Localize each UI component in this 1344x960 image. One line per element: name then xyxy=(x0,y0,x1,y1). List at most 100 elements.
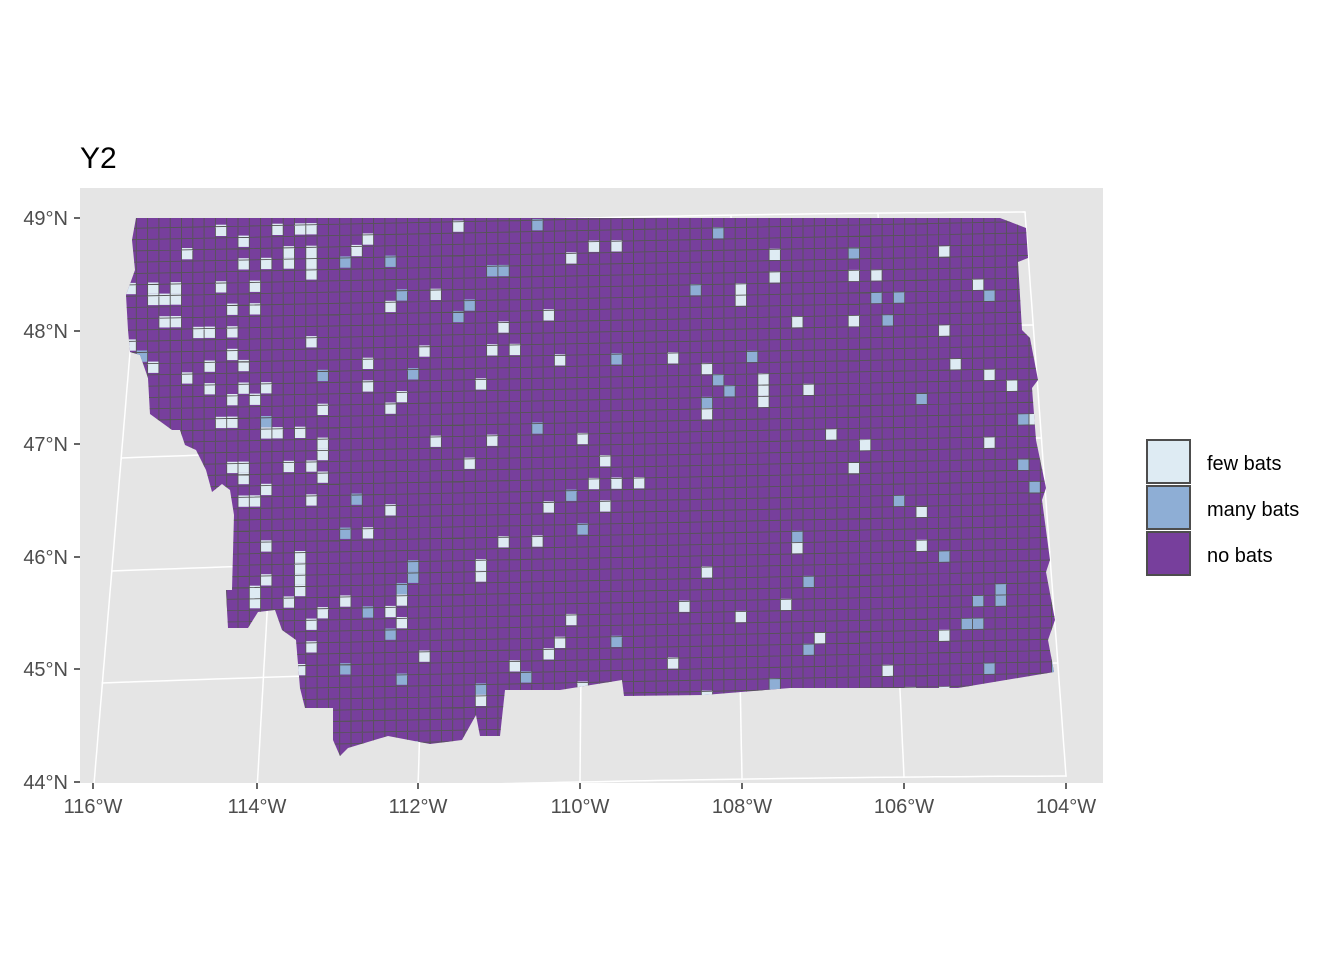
x-tick-label: 108°W xyxy=(712,796,772,818)
legend: few bats many bats no bats xyxy=(1146,439,1299,576)
y-tick-label: 46°N xyxy=(23,547,68,569)
grid-cell xyxy=(690,284,702,296)
grid-cell xyxy=(475,694,487,706)
grid-cell xyxy=(983,436,996,449)
grid-cell xyxy=(531,535,544,547)
grid-cell xyxy=(757,373,770,385)
grid-cell xyxy=(972,278,984,291)
grid-cell xyxy=(317,403,329,415)
grid-cell xyxy=(238,359,250,372)
grid-cell xyxy=(633,477,645,489)
grid-cell xyxy=(136,350,148,362)
grid-cell xyxy=(305,223,318,235)
grid-cell xyxy=(362,233,374,245)
grid-cell xyxy=(983,290,996,302)
grid-cell xyxy=(249,495,261,507)
grid-cell xyxy=(430,288,442,300)
grid-cell xyxy=(825,428,837,440)
grid-cell xyxy=(848,462,860,474)
grid-cell xyxy=(701,396,713,409)
legend-key-many-bats xyxy=(1146,485,1191,530)
grid-cell xyxy=(848,315,860,327)
legend-label-no-bats: no bats xyxy=(1207,545,1273,567)
grid-cell xyxy=(746,350,758,363)
cell-grid xyxy=(126,218,1055,756)
grid-cell xyxy=(599,500,611,512)
grid-cell xyxy=(384,255,397,267)
grid-cell xyxy=(430,435,442,447)
grid-cell xyxy=(464,299,476,311)
grid-cell xyxy=(870,269,883,281)
grid-cell xyxy=(588,477,600,490)
grid-cell xyxy=(757,384,770,396)
grid-cell xyxy=(757,395,770,408)
grid-cell xyxy=(294,664,306,676)
grid-cell xyxy=(317,369,329,382)
grid-cell xyxy=(396,673,408,685)
grid-cell xyxy=(226,416,238,428)
grid-cell xyxy=(407,368,419,380)
grid-cell xyxy=(238,495,250,507)
grid-cell xyxy=(215,416,227,429)
grid-lines xyxy=(126,218,1055,756)
grid-cell xyxy=(769,248,781,260)
grid-cell xyxy=(769,271,781,283)
grid-cell xyxy=(147,361,159,373)
grid-cell xyxy=(475,559,487,571)
grid-cell xyxy=(260,483,272,496)
grid-cell xyxy=(170,293,182,305)
grid-cell xyxy=(158,316,171,328)
axes: 116°W 114°W 112°W 110°W 108°W 106°W 104°W 49°N 4… xyxy=(23,208,1096,818)
y-tick-label: 47°N xyxy=(23,434,68,456)
grid-cell xyxy=(735,610,747,623)
grid-cell xyxy=(147,282,159,294)
grid-cell xyxy=(204,326,216,338)
grid-cell xyxy=(882,314,894,326)
grid-cell xyxy=(362,357,374,369)
grid-cell xyxy=(305,268,318,280)
grid-cell xyxy=(384,628,397,640)
grid-cell xyxy=(260,427,272,439)
grid-cell xyxy=(475,378,487,390)
grid-cell xyxy=(283,596,295,608)
grid-cell xyxy=(226,394,238,406)
grid-cell xyxy=(339,527,351,539)
grid-cell xyxy=(916,505,928,518)
grid-cell xyxy=(543,501,555,513)
grid-cell xyxy=(554,354,566,366)
x-tick-label: 104°W xyxy=(1036,796,1096,818)
grid-cell xyxy=(249,585,261,597)
grid-cell xyxy=(181,248,193,260)
legend-label-many-bats: many bats xyxy=(1207,499,1299,521)
grid-cell xyxy=(181,372,193,384)
grid-cell xyxy=(260,574,272,586)
grid-cell xyxy=(938,550,950,562)
grid-cell xyxy=(305,336,318,348)
grid-cell xyxy=(972,617,984,630)
grid-cell xyxy=(384,504,397,516)
grid-cell xyxy=(317,448,329,461)
grid-cell xyxy=(238,461,250,473)
grid-cell xyxy=(249,597,261,609)
grid-cell xyxy=(961,618,973,630)
grid-cell xyxy=(972,595,984,607)
grid-cell xyxy=(565,489,577,501)
grid-cell xyxy=(294,223,306,235)
grid-cell xyxy=(158,293,171,305)
grid-cell xyxy=(610,240,623,252)
grid-cell xyxy=(848,269,860,282)
grid-cell xyxy=(464,457,476,469)
grid-cell xyxy=(1029,481,1041,493)
y-tick-label: 44°N xyxy=(23,772,68,794)
grid-cell xyxy=(893,291,905,303)
grid-cell xyxy=(260,257,272,270)
grid-cell xyxy=(351,493,363,505)
grid-cell xyxy=(486,434,498,446)
grid-cell xyxy=(452,310,464,323)
x-tick-label: 112°W xyxy=(389,796,448,818)
grid-cell xyxy=(486,265,498,277)
grid-cell xyxy=(238,472,250,485)
grid-cell xyxy=(271,427,284,439)
grid-cell xyxy=(215,281,227,293)
grid-cell xyxy=(396,391,408,403)
